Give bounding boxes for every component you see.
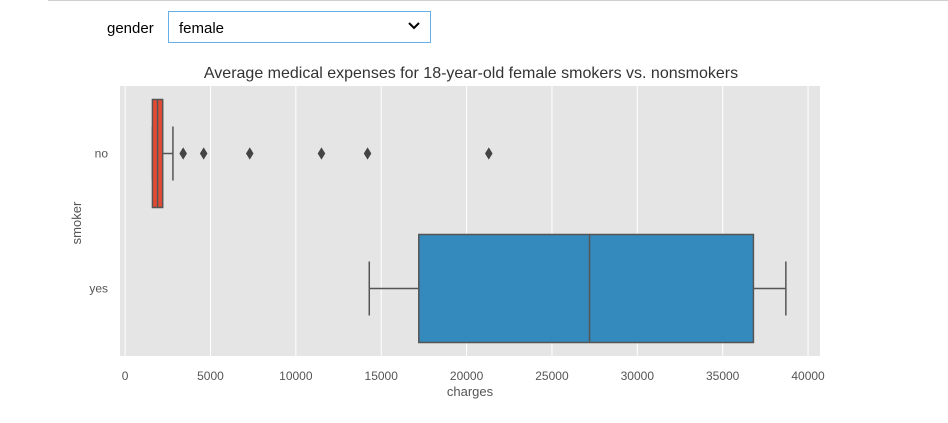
gender-select[interactable]: female: [168, 11, 431, 43]
x-axis-title: charges: [447, 384, 494, 399]
x-tick-label: 25000: [535, 369, 569, 383]
x-tick-label: 40000: [791, 369, 825, 383]
x-tick-label: 20000: [450, 369, 484, 383]
y-ticks: no yes: [89, 147, 108, 296]
grid-lines: [124, 86, 809, 356]
outlier-point: [245, 147, 254, 160]
outlier-point: [179, 147, 187, 160]
x-tick-label: 30000: [621, 369, 655, 383]
x-tick-label: 15000: [365, 369, 399, 383]
outlier-point: [484, 147, 493, 160]
boxes: [151, 98, 787, 344]
y-tick-label: yes: [89, 282, 108, 296]
top-divider: [48, 0, 948, 1]
box-yes: [418, 233, 755, 344]
gender-select-value: female: [179, 20, 225, 37]
x-tick-label: 10000: [279, 369, 313, 383]
chart-title: Average medical expenses for 18-year-old…: [204, 65, 738, 82]
y-tick-label: no: [95, 147, 109, 161]
gender-label: gender: [107, 20, 154, 37]
x-tick-label: 0: [122, 369, 129, 383]
y-axis-title: smoker: [69, 201, 84, 244]
outlier-point: [363, 147, 372, 160]
outlier-point: [317, 147, 326, 160]
outlier-point: [199, 147, 208, 160]
x-tick-label: 5000: [197, 369, 224, 383]
chevron-down-icon: [408, 22, 420, 30]
x-tick-label: 35000: [706, 369, 740, 383]
x-ticks: 0 5000 10000 15000 20000 25000 30000 35000 40000: [122, 369, 825, 383]
